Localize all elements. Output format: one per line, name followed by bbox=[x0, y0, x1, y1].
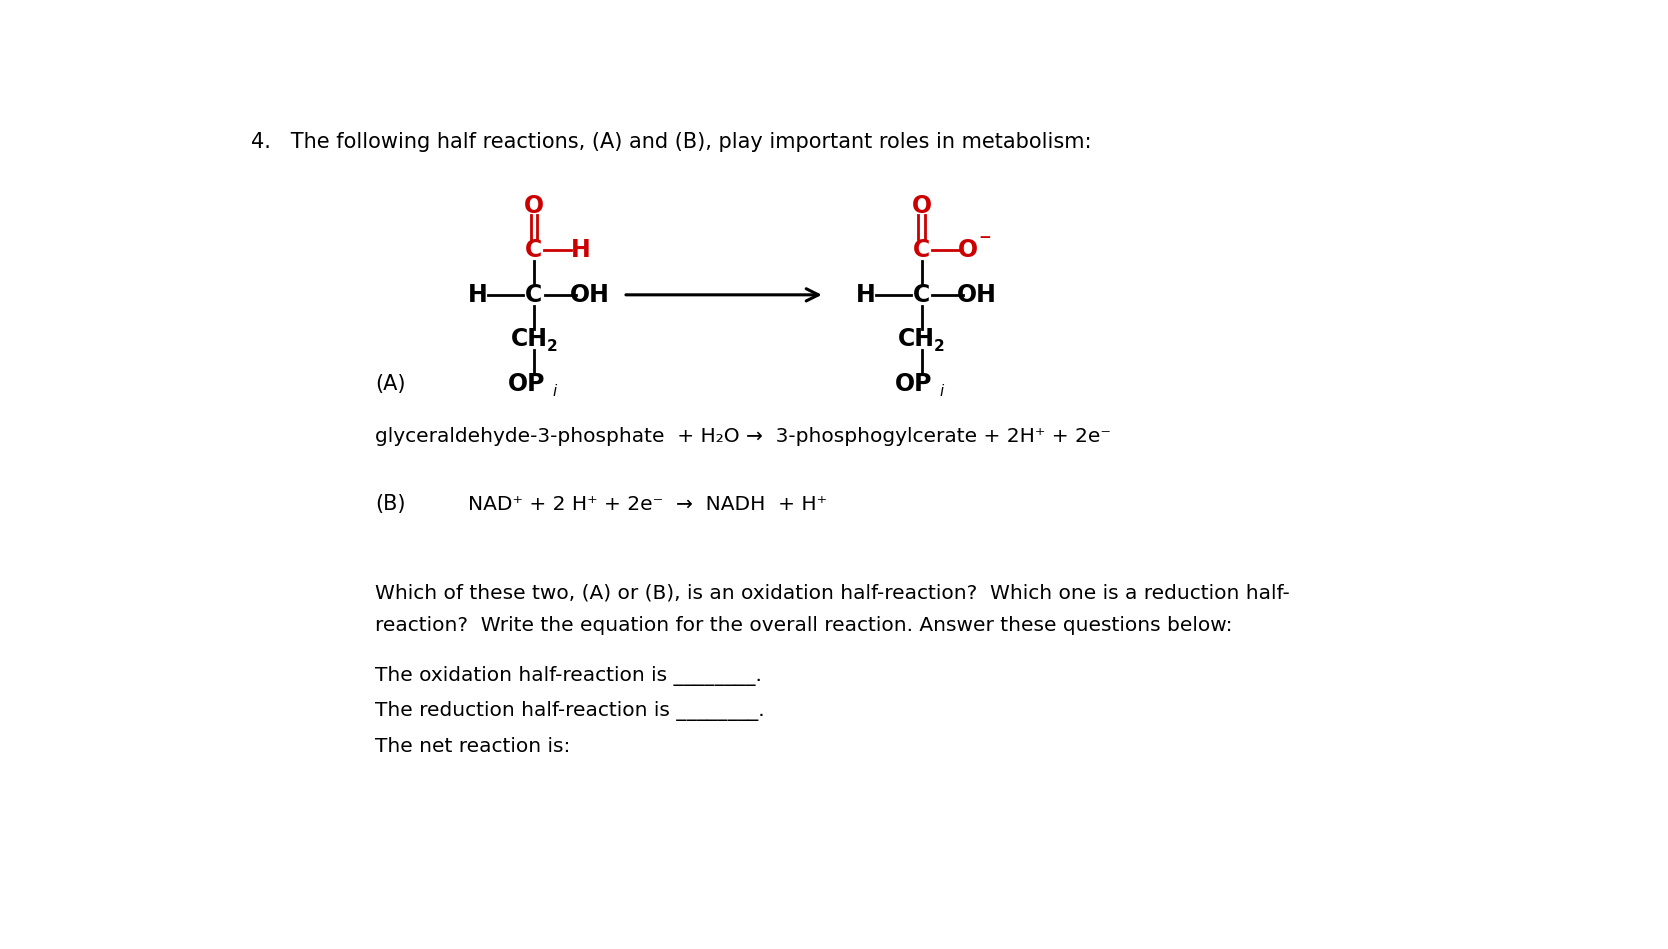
Text: C: C bbox=[912, 283, 931, 307]
Text: The net reaction is:: The net reaction is: bbox=[375, 737, 570, 756]
Text: OH: OH bbox=[570, 283, 610, 307]
Text: (A): (A) bbox=[375, 374, 405, 394]
Text: glyceraldehyde-3-phosphate  + H₂O →  3-phosphogylcerate + 2H⁺ + 2e⁻: glyceraldehyde-3-phosphate + H₂O → 3-pho… bbox=[375, 427, 1111, 446]
Text: C: C bbox=[525, 283, 542, 307]
Text: OH: OH bbox=[957, 283, 997, 307]
Text: The oxidation half-reaction is ________.: The oxidation half-reaction is ________. bbox=[375, 666, 762, 686]
Text: O: O bbox=[524, 194, 544, 217]
Text: 2: 2 bbox=[547, 339, 557, 354]
Text: The reduction half-reaction is ________.: The reduction half-reaction is ________. bbox=[375, 701, 764, 721]
Text: reaction?  Write the equation for the overall reaction. Answer these questions b: reaction? Write the equation for the ove… bbox=[375, 616, 1233, 635]
Text: H: H bbox=[469, 283, 489, 307]
Text: Which of these two, (A) or (B), is an oxidation half-reaction?  Which one is a r: Which of these two, (A) or (B), is an ox… bbox=[375, 584, 1289, 603]
Text: O: O bbox=[911, 194, 931, 217]
Text: 4.   The following half reactions, (A) and (B), play important roles in metaboli: 4. The following half reactions, (A) and… bbox=[252, 132, 1091, 153]
Text: (B): (B) bbox=[375, 494, 405, 514]
Text: H: H bbox=[570, 238, 590, 262]
Text: C: C bbox=[912, 238, 931, 262]
Text: O: O bbox=[957, 238, 977, 262]
Text: 2: 2 bbox=[934, 339, 944, 354]
Text: OP: OP bbox=[507, 372, 545, 396]
Text: −: − bbox=[977, 230, 991, 245]
Text: NAD⁺ + 2 H⁺ + 2e⁻  →  NADH  + H⁺: NAD⁺ + 2 H⁺ + 2e⁻ → NADH + H⁺ bbox=[469, 494, 827, 513]
Text: i: i bbox=[552, 383, 555, 399]
Text: i: i bbox=[939, 383, 944, 399]
Text: C: C bbox=[525, 238, 542, 262]
Text: CH: CH bbox=[510, 327, 547, 351]
Text: CH: CH bbox=[899, 327, 936, 351]
Text: H: H bbox=[856, 283, 876, 307]
Text: OP: OP bbox=[896, 372, 932, 396]
